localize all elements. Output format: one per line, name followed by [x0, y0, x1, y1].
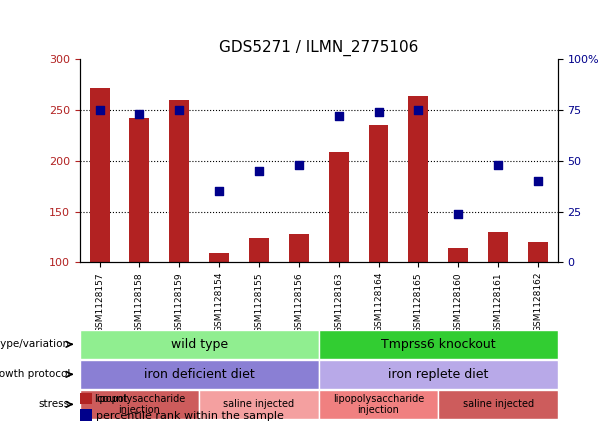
Text: iron replete diet: iron replete diet	[388, 368, 489, 381]
Point	[373, 109, 384, 115]
Text: stress: stress	[39, 399, 70, 409]
Bar	[448, 248, 468, 262]
Bar	[129, 118, 150, 262]
Point	[134, 111, 145, 118]
Title: GDS5271 / ILMN_2775106: GDS5271 / ILMN_2775106	[219, 40, 419, 57]
Point	[215, 188, 224, 195]
Point	[94, 107, 104, 113]
Bar	[169, 100, 189, 262]
Text: lipopolysaccharide
injection: lipopolysaccharide injection	[333, 393, 424, 415]
Bar	[89, 88, 110, 262]
Text: percentile rank within the sample: percentile rank within the sample	[96, 411, 284, 420]
Bar	[528, 242, 548, 262]
Bar	[368, 125, 389, 262]
Text: wild type: wild type	[170, 338, 228, 351]
Bar	[249, 238, 269, 262]
Bar	[80, 409, 92, 421]
Bar	[209, 253, 229, 262]
Point	[454, 210, 463, 217]
Point	[175, 107, 185, 113]
FancyBboxPatch shape	[80, 360, 319, 389]
Text: count: count	[96, 394, 128, 404]
Text: genotype/variation: genotype/variation	[0, 339, 70, 349]
Bar	[80, 393, 92, 404]
Text: growth protocol: growth protocol	[0, 369, 70, 379]
FancyBboxPatch shape	[319, 360, 558, 389]
FancyBboxPatch shape	[438, 390, 558, 419]
Text: saline injected: saline injected	[223, 399, 295, 409]
FancyBboxPatch shape	[319, 390, 438, 419]
Point	[413, 107, 423, 113]
FancyBboxPatch shape	[199, 390, 319, 419]
Text: lipopolysaccharide
injection: lipopolysaccharide injection	[94, 393, 185, 415]
Bar	[408, 96, 428, 262]
Point	[254, 168, 264, 174]
Bar	[289, 234, 309, 262]
FancyBboxPatch shape	[319, 330, 558, 359]
Point	[533, 178, 543, 184]
Text: Tmprss6 knockout: Tmprss6 knockout	[381, 338, 495, 351]
FancyBboxPatch shape	[80, 390, 199, 419]
Point	[333, 113, 343, 119]
Point	[493, 162, 503, 168]
Text: iron deficient diet: iron deficient diet	[144, 368, 254, 381]
Text: saline injected: saline injected	[462, 399, 534, 409]
Point	[294, 162, 304, 168]
Bar	[488, 232, 508, 262]
Bar	[329, 151, 349, 262]
FancyBboxPatch shape	[80, 330, 319, 359]
